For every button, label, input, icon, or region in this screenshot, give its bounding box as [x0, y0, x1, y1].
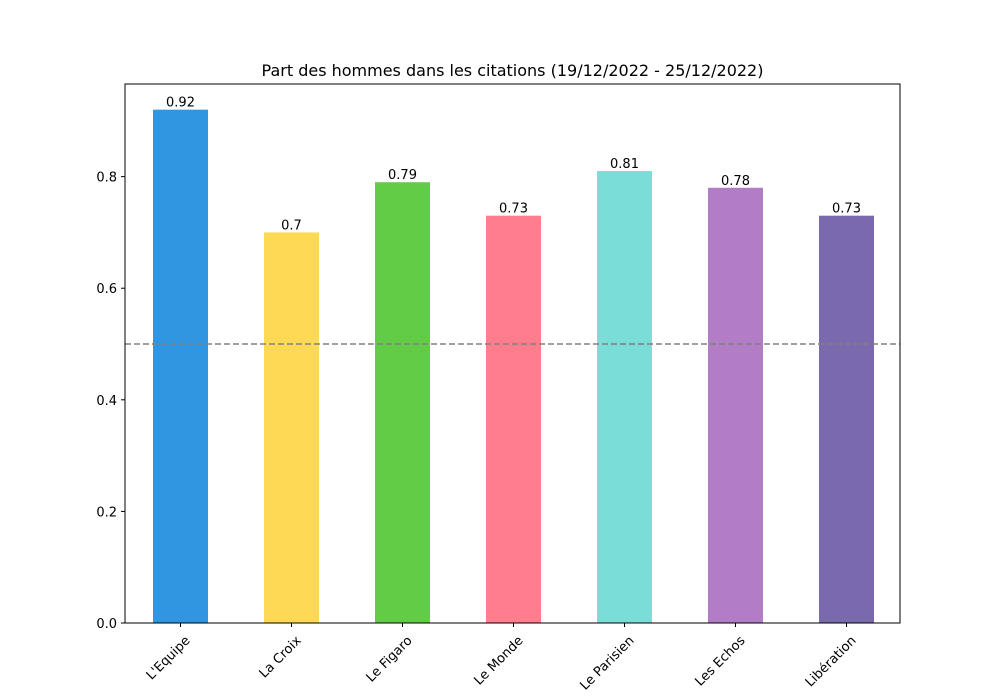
- data-label: 0.92: [166, 96, 195, 111]
- x-axis: L'Equipe La Croix Le Figaro Le Monde Le Pari…: [144, 623, 860, 694]
- x-tick-label: Les Echos: [693, 633, 749, 689]
- data-label: 0.73: [499, 202, 528, 217]
- x-tick-label: Le Monde: [472, 633, 527, 688]
- bar: [264, 232, 319, 623]
- bar: [708, 187, 763, 624]
- data-label: 0.7: [281, 218, 302, 233]
- y-tick-label: 0.8: [96, 171, 117, 186]
- bar: [153, 109, 208, 623]
- y-tick-label: 0.2: [96, 505, 117, 520]
- x-tick-label: La Croix: [257, 633, 305, 681]
- x-tick-label: Le Figaro: [364, 633, 416, 685]
- y-axis: 0.0 0.2 0.4 0.6 0.8: [96, 171, 125, 632]
- x-tick-label: Le Parisien: [577, 633, 637, 693]
- data-label: 0.73: [832, 202, 861, 217]
- y-tick-label: 0.0: [96, 617, 117, 632]
- data-label: 0.79: [388, 168, 417, 183]
- chart-title: Part des hommes dans les citations (19/1…: [262, 61, 764, 80]
- y-tick-label: 0.6: [96, 282, 117, 297]
- bar: [375, 182, 430, 624]
- data-label: 0.81: [610, 157, 639, 172]
- data-label: 0.78: [721, 174, 750, 189]
- x-tick-label: Libération: [803, 633, 860, 690]
- bars-group: 0.92 0.7 0.79 0.73 0.81 0.78 0.73: [153, 96, 874, 624]
- x-tick-label: L'Equipe: [144, 633, 194, 683]
- bar: [819, 215, 874, 623]
- plot-frame: [124, 83, 901, 624]
- bar: [597, 171, 652, 624]
- bar: [486, 215, 541, 623]
- y-tick-label: 0.4: [96, 394, 117, 409]
